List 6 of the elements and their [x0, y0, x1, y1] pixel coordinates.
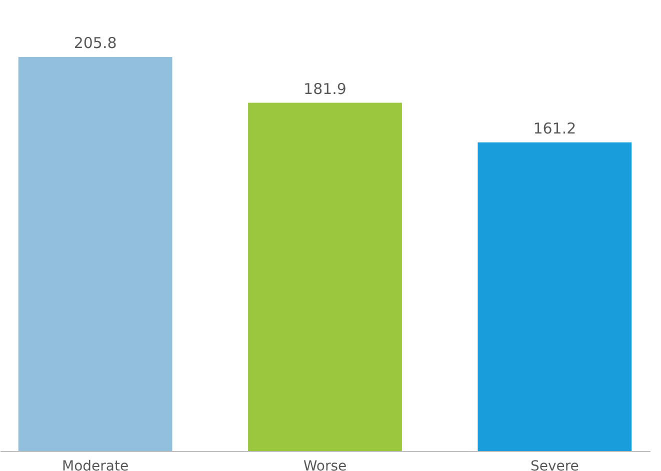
data-label: 205.8 — [74, 34, 117, 52]
x-tick-label: Severe — [530, 458, 579, 471]
data-label: 181.9 — [304, 80, 346, 98]
x-tick-label: Worse — [303, 458, 347, 471]
x-tick-label: Moderate — [62, 458, 129, 471]
data-label: 161.2 — [533, 119, 576, 138]
